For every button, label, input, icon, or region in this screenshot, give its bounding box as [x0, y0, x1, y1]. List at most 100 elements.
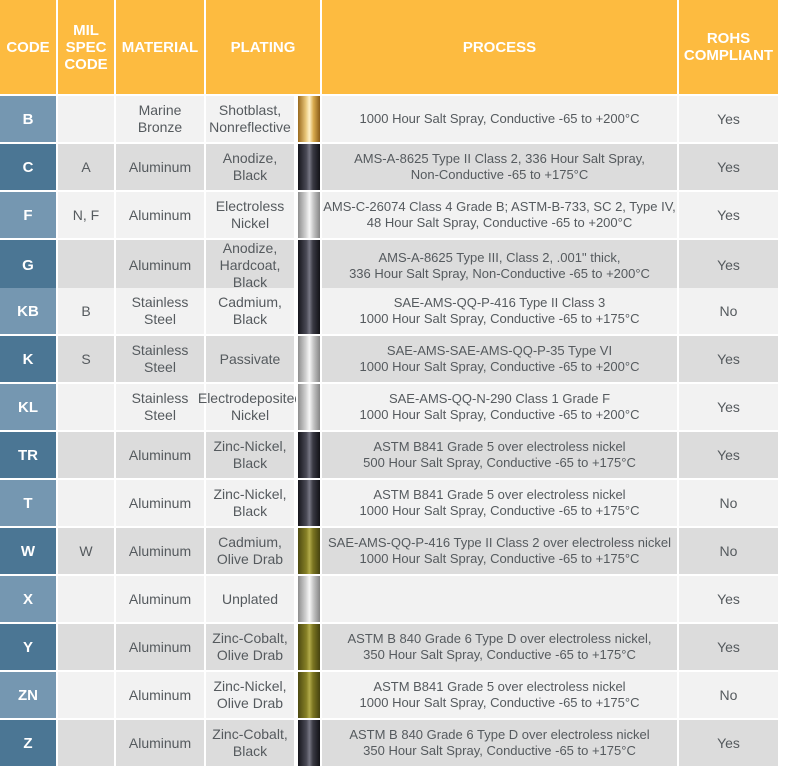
- row-mil-spec-code: S: [58, 336, 114, 382]
- row-code: F: [0, 192, 56, 238]
- row-material: Aluminum: [116, 240, 204, 291]
- row-mil-spec-code: [58, 432, 114, 478]
- row-plating: Passivate: [206, 336, 294, 382]
- row-rohs-compliant: No: [679, 672, 778, 718]
- row-code: T: [0, 480, 56, 526]
- row-plating: Zinc-Nickel, Black: [206, 480, 294, 526]
- plating-swatch: [296, 576, 320, 622]
- plating-swatch: [296, 240, 320, 291]
- header-rohs-compliant: ROHS COMPLIANT: [679, 0, 778, 94]
- row-process: ASTM B 840 Grade 6 Type D over electrole…: [322, 720, 677, 766]
- row-plating: Zinc-Nickel, Black: [206, 432, 294, 478]
- row-plating: Zinc-Nickel, Olive Drab: [206, 672, 294, 718]
- row-code: C: [0, 144, 56, 190]
- row-plating: Shotblast, Nonreflective: [206, 96, 294, 142]
- row-material: Aluminum: [116, 144, 204, 190]
- row-mil-spec-code: [58, 240, 114, 291]
- row-rohs-compliant: No: [679, 480, 778, 526]
- plating-swatch: [296, 288, 320, 334]
- row-mil-spec-code: A: [58, 144, 114, 190]
- row-plating: Electroless Nickel: [206, 192, 294, 238]
- row-code: TR: [0, 432, 56, 478]
- row-rohs-compliant: Yes: [679, 144, 778, 190]
- row-code: Y: [0, 624, 56, 670]
- row-material: Aluminum: [116, 528, 204, 574]
- table-row: KL Stainless Steel Electrodeposited Nickel…: [0, 384, 800, 430]
- row-process: [322, 576, 677, 622]
- plating-swatch: [296, 480, 320, 526]
- row-material: Stainless Steel: [116, 288, 204, 334]
- row-process: ASTM B841 Grade 5 over electroless nicke…: [322, 432, 677, 478]
- row-material: Marine Bronze: [116, 96, 204, 142]
- row-process: AMS-A-8625 Type III, Class 2, .001" thic…: [322, 240, 677, 291]
- row-process: ASTM B841 Grade 5 over electroless nicke…: [322, 480, 677, 526]
- plating-swatch: [296, 384, 320, 430]
- header-process: PROCESS: [322, 0, 677, 94]
- row-material: Aluminum: [116, 432, 204, 478]
- row-plating: Zinc-Cobalt, Olive Drab: [206, 624, 294, 670]
- header-code: CODE: [0, 0, 56, 94]
- table-row: Y Aluminum Zinc-Cobalt, Olive Drab ASTM B 8…: [0, 624, 800, 670]
- row-process: SAE-AMS-SAE-AMS-QQ-P-35 Type VI 1000 Hou…: [322, 336, 677, 382]
- row-mil-spec-code: W: [58, 528, 114, 574]
- row-code: X: [0, 576, 56, 622]
- table-row: ZN Aluminum Zinc-Nickel, Olive Drab ASTM B8…: [0, 672, 800, 718]
- row-rohs-compliant: Yes: [679, 192, 778, 238]
- row-process: ASTM B 840 Grade 6 Type D over electrole…: [322, 624, 677, 670]
- table-header: CODE MIL SPEC CODE MATERIAL PLATING PROC…: [0, 0, 800, 94]
- row-mil-spec-code: [58, 96, 114, 142]
- row-process: SAE-AMS-QQ-P-416 Type II Class 2 over el…: [322, 528, 677, 574]
- row-code: Z: [0, 720, 56, 766]
- plating-swatch: [296, 624, 320, 670]
- row-plating: Anodize, Black: [206, 144, 294, 190]
- header-material: MATERIAL: [116, 0, 204, 94]
- table-row: Z Aluminum Zinc-Cobalt, Black ASTM B 840 Gr…: [0, 720, 800, 766]
- row-mil-spec-code: [58, 720, 114, 766]
- table-row: C A Aluminum Anodize, Black AMS-A-8625 Type …: [0, 144, 800, 190]
- row-rohs-compliant: Yes: [679, 336, 778, 382]
- row-mil-spec-code: [58, 576, 114, 622]
- row-material: Aluminum: [116, 480, 204, 526]
- row-plating: Unplated: [206, 576, 294, 622]
- row-mil-spec-code: [58, 624, 114, 670]
- row-plating: Cadmium, Olive Drab: [206, 528, 294, 574]
- table-row: G Aluminum Anodize, Hardcoat, Black AMS-A-8…: [0, 240, 800, 291]
- row-rohs-compliant: Yes: [679, 384, 778, 430]
- row-process: SAE-AMS-QQ-N-290 Class 1 Grade F 1000 Ho…: [322, 384, 677, 430]
- row-material: Aluminum: [116, 576, 204, 622]
- row-rohs-compliant: Yes: [679, 240, 778, 291]
- row-material: Stainless Steel: [116, 336, 204, 382]
- plating-swatch: [296, 720, 320, 766]
- row-mil-spec-code: [58, 480, 114, 526]
- table-row: X Aluminum Unplated Yes: [0, 576, 800, 622]
- row-material: Aluminum: [116, 192, 204, 238]
- row-material: Aluminum: [116, 672, 204, 718]
- table-body: B Marine Bronze Shotblast, Nonreflective 10…: [0, 96, 800, 768]
- row-code: K: [0, 336, 56, 382]
- row-rohs-compliant: Yes: [679, 96, 778, 142]
- row-rohs-compliant: Yes: [679, 576, 778, 622]
- row-code: KL: [0, 384, 56, 430]
- plating-swatch: [296, 432, 320, 478]
- row-material: Aluminum: [116, 720, 204, 766]
- row-process: AMS-A-8625 Type II Class 2, 336 Hour Sal…: [322, 144, 677, 190]
- row-material: Stainless Steel: [116, 384, 204, 430]
- header-mil-spec-code: MIL SPEC CODE: [58, 0, 114, 94]
- row-mil-spec-code: B: [58, 288, 114, 334]
- plating-swatch: [296, 528, 320, 574]
- table-row: B Marine Bronze Shotblast, Nonreflective 10…: [0, 96, 800, 142]
- row-code: ZN: [0, 672, 56, 718]
- row-mil-spec-code: N, F: [58, 192, 114, 238]
- table-row: K S Stainless Steel Passivate SAE-AMS-SAE-AM…: [0, 336, 800, 382]
- table-row: F N, F Aluminum Electroless Nickel AMS-C-260…: [0, 192, 800, 238]
- table-row: W W Aluminum Cadmium, Olive Drab SAE-AMS-QQ-…: [0, 528, 800, 574]
- row-process: 1000 Hour Salt Spray, Conductive -65 to …: [322, 96, 677, 142]
- row-mil-spec-code: [58, 672, 114, 718]
- row-plating: Anodize, Hardcoat, Black: [206, 240, 294, 291]
- row-rohs-compliant: No: [679, 528, 778, 574]
- plating-swatch: [296, 672, 320, 718]
- header-plating: PLATING: [206, 0, 320, 94]
- row-rohs-compliant: No: [679, 288, 778, 334]
- row-code: B: [0, 96, 56, 142]
